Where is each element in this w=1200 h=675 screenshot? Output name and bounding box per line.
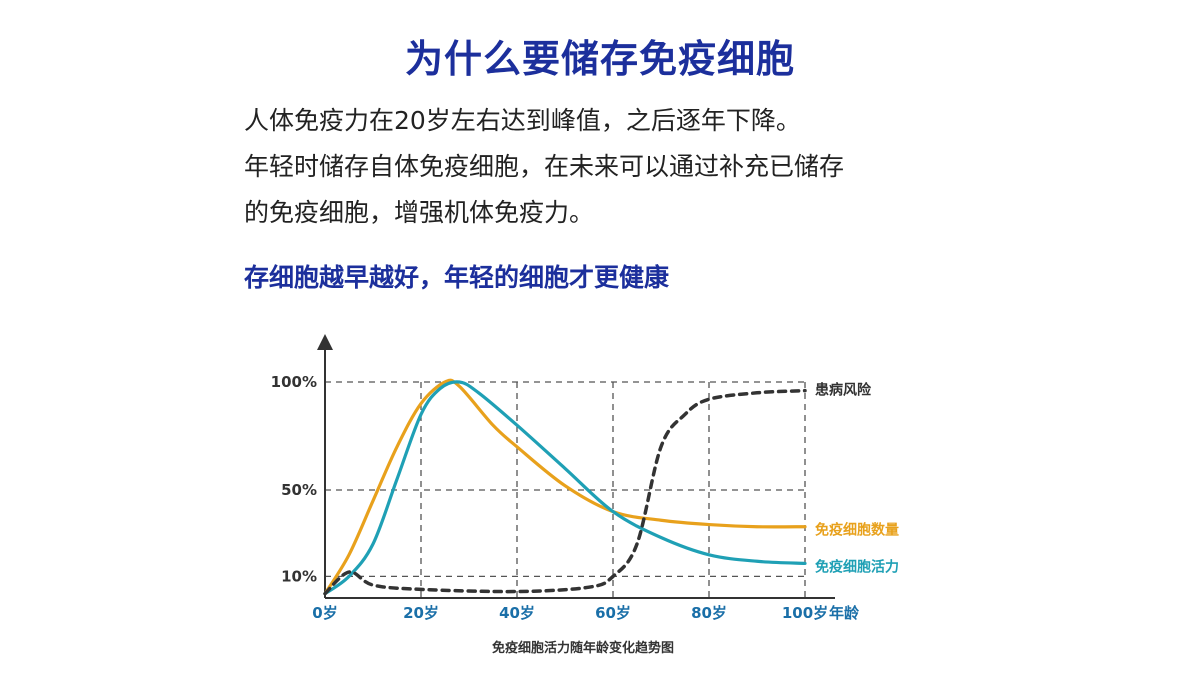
y-tick-label: 100% bbox=[271, 373, 317, 391]
intro-line-3: 的免疫细胞，增强机体免疫力。 bbox=[244, 198, 595, 227]
series-label-0: 免疫细胞数量 bbox=[815, 522, 899, 539]
chart-caption: 免疫细胞活力随年龄变化趋势图 bbox=[492, 640, 674, 656]
series-label-2: 患病风险 bbox=[815, 382, 872, 399]
y-tick-label: 10% bbox=[281, 567, 317, 585]
y-tick-label: 50% bbox=[281, 481, 317, 499]
intro-text: 人体免疫力在20岁左右达到峰值，之后逐年下降。 年轻时储存自体免疫细胞，在未来可… bbox=[244, 98, 1004, 236]
chart-series bbox=[323, 378, 807, 596]
x-tick-label: 60岁 bbox=[595, 604, 631, 622]
chart-grid bbox=[325, 381, 806, 598]
x-tick-label: 0岁 bbox=[312, 604, 337, 622]
chart-ticks: 10% 50% 100% 0岁 20岁 40岁 60岁 80岁 100岁 bbox=[271, 373, 829, 622]
series-label-1: 免疫细胞活力 bbox=[815, 558, 899, 575]
x-tick-label: 20岁 bbox=[403, 604, 439, 622]
x-tick-label: 40岁 bbox=[499, 604, 535, 622]
intro-line-1: 人体免疫力在20岁左右达到峰值，之后逐年下降。 bbox=[244, 106, 801, 135]
page-title: 为什么要储存免疫细胞 bbox=[404, 37, 795, 81]
intro-line-2: 年轻时储存自体免疫细胞，在未来可以通过补充已储存 bbox=[244, 152, 845, 181]
x-tick-label: 100岁 bbox=[782, 604, 828, 622]
series-line-1 bbox=[323, 380, 807, 596]
chart-axes bbox=[317, 334, 835, 599]
tagline: 存细胞越早越好，年轻的细胞才更健康 bbox=[244, 263, 670, 292]
series-line-0 bbox=[323, 378, 807, 596]
series-line-2 bbox=[323, 388, 807, 596]
x-axis-label: 年龄 bbox=[829, 604, 860, 622]
x-tick-label: 80岁 bbox=[691, 604, 727, 622]
